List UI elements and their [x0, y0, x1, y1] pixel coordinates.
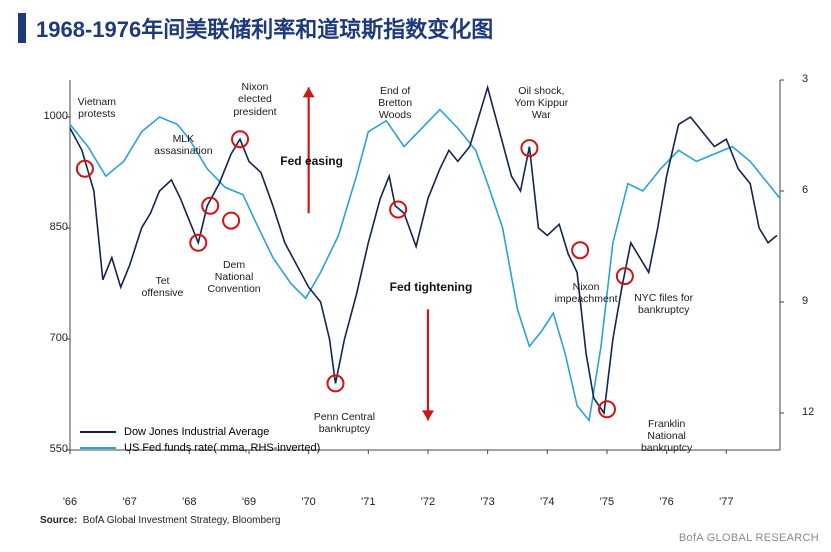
x-tick: '75	[592, 496, 622, 508]
legend: Dow Jones Industrial Average US Fed funds…	[80, 422, 320, 454]
y-left-tick: 550	[34, 443, 68, 455]
x-tick: '76	[652, 496, 682, 508]
y-right-tick: 12	[802, 406, 822, 418]
legend-item: Dow Jones Industrial Average	[80, 426, 320, 438]
y-right-tick: 3	[802, 73, 822, 85]
event-circle-bretton	[390, 202, 406, 218]
x-tick: '69	[234, 496, 264, 508]
source-line: Source: BofA Global Investment Strategy,…	[40, 515, 281, 526]
chart-area: 550700850100036912'66'67'68'69'70'71'72'…	[40, 70, 800, 490]
x-tick: '77	[711, 496, 741, 508]
y-left-tick: 1000	[34, 110, 68, 122]
x-tick: '74	[532, 496, 562, 508]
x-tick: '67	[115, 496, 145, 508]
legend-label: Dow Jones Industrial Average	[124, 426, 269, 438]
title-bar: 1968-1976年间美联储利率和道琼斯指数变化图	[18, 12, 493, 44]
source-text: BofA Global Investment Strategy, Bloombe…	[83, 515, 281, 526]
x-tick: '73	[473, 496, 503, 508]
x-tick: '71	[353, 496, 383, 508]
page-title: 1968-1976年间美联储利率和道琼斯指数变化图	[36, 12, 493, 44]
legend-swatch	[80, 431, 116, 434]
y-left-tick: 700	[34, 332, 68, 344]
dow-line	[70, 87, 777, 413]
fed-line	[70, 110, 780, 421]
x-tick: '68	[174, 496, 204, 508]
title-accent	[18, 13, 26, 43]
x-tick: '70	[294, 496, 324, 508]
y-right-tick: 6	[802, 184, 822, 196]
legend-swatch	[80, 447, 116, 450]
event-circle-dem	[223, 213, 239, 229]
event-circle-impeach	[572, 242, 588, 258]
y-left-tick: 850	[34, 221, 68, 233]
brand-text: BofA GLOBAL RESEARCH	[679, 532, 819, 544]
arrowhead-down	[422, 410, 434, 420]
x-tick: '72	[413, 496, 443, 508]
arrowhead-up	[303, 87, 315, 97]
legend-item: US Fed funds rate( mma, RHS-inverted)	[80, 442, 320, 454]
y-right-tick: 9	[802, 295, 822, 307]
source-label: Source:	[40, 515, 77, 526]
legend-label: US Fed funds rate( mma, RHS-inverted)	[124, 442, 320, 454]
x-tick: '66	[55, 496, 85, 508]
